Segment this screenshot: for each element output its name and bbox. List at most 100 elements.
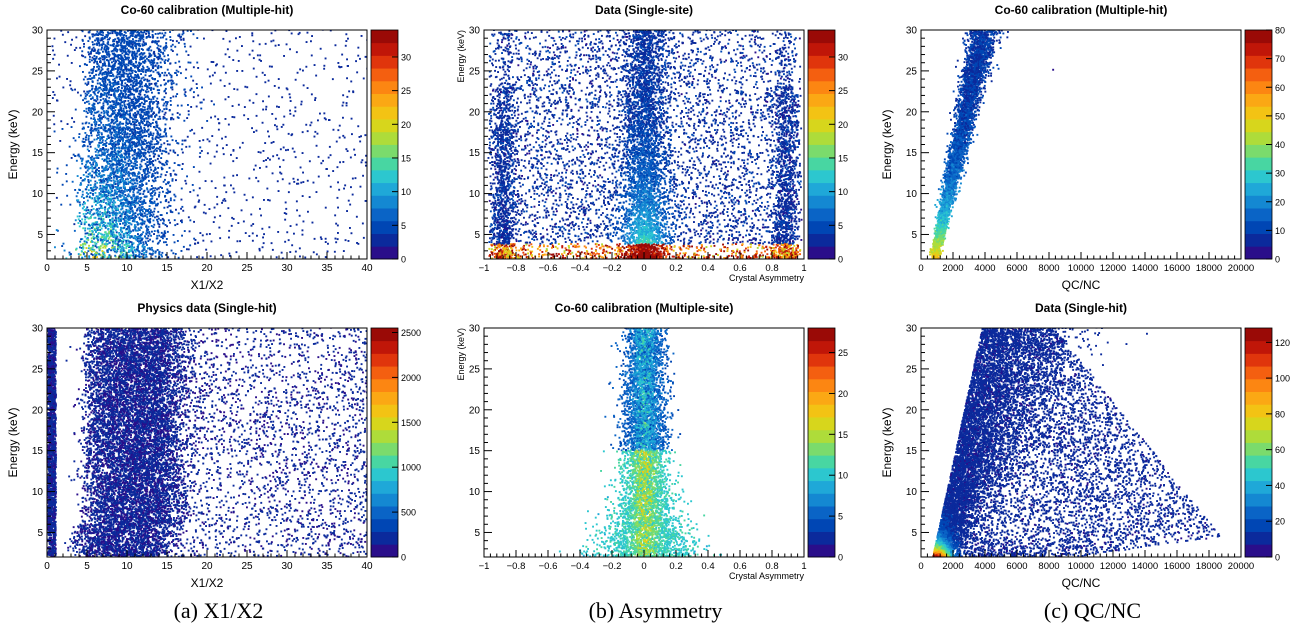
heatmap-cell (130, 66, 132, 69)
heatmap-cell (111, 246, 113, 249)
heatmap-cell (114, 205, 117, 208)
heatmap-cell (94, 244, 97, 246)
heatmap-cell (113, 131, 116, 134)
heatmap-points (51, 30, 367, 259)
heatmap-cell (142, 210, 144, 213)
heatmap-cell (165, 135, 168, 138)
heatmap-cell (156, 36, 159, 39)
heatmap-cell (163, 219, 165, 222)
heatmap-cell (118, 220, 120, 223)
heatmap-cell (156, 103, 159, 105)
heatmap-cell (150, 214, 152, 216)
heatmap-cell (223, 85, 226, 87)
heatmap-cell (143, 245, 146, 248)
heatmap-cell (147, 114, 150, 117)
heatmap-cell (306, 31, 309, 34)
heatmap-cell (255, 93, 258, 96)
heatmap-cell (153, 95, 156, 98)
heatmap-cell (108, 55, 111, 58)
heatmap-cell (125, 213, 128, 216)
heatmap-cell (92, 68, 95, 70)
heatmap-cell (267, 95, 270, 98)
heatmap-cell (121, 174, 124, 177)
heatmap-cell (120, 122, 123, 125)
heatmap-cell (137, 244, 140, 246)
heatmap-cell (131, 104, 134, 107)
heatmap-cell (99, 247, 102, 250)
heatmap-cell (137, 247, 139, 250)
heatmap-cell (138, 229, 141, 231)
heatmap-cell (124, 128, 127, 130)
plot-area (47, 30, 367, 259)
heatmap-cell (310, 40, 312, 43)
heatmap-cell (104, 208, 106, 211)
heatmap-cell (89, 143, 91, 146)
heatmap-cell (136, 195, 139, 198)
heatmap-cell (164, 45, 167, 48)
heatmap-cell (150, 185, 153, 187)
heatmap-cell (142, 148, 145, 151)
heatmap-cell (227, 96, 230, 98)
heatmap-cell (96, 237, 99, 240)
heatmap-cell (112, 242, 115, 245)
heatmap-cell (189, 191, 192, 193)
heatmap-cell (145, 173, 148, 176)
heatmap-cell (98, 246, 100, 249)
heatmap-cell (124, 130, 127, 133)
heatmap-cell (141, 121, 143, 123)
heatmap-cell (163, 102, 166, 105)
heatmap-cell (357, 54, 360, 57)
heatmap-cell (226, 48, 229, 51)
heatmap-cell (128, 254, 131, 257)
heatmap-cell (128, 202, 131, 205)
heatmap-cell (201, 126, 204, 129)
heatmap-cell (130, 196, 132, 199)
heatmap-cell (312, 181, 315, 184)
heatmap-cell (115, 166, 118, 169)
heatmap-cell (111, 206, 113, 209)
heatmap-cell (159, 55, 162, 58)
heatmap-cell (81, 238, 84, 240)
heatmap-cell (150, 157, 152, 160)
heatmap-cell (157, 147, 160, 150)
heatmap-cell (126, 202, 129, 205)
heatmap-cell (100, 218, 103, 221)
heatmap-cell (152, 180, 155, 183)
heatmap-cell (258, 58, 261, 61)
heatmap-cell (127, 30, 129, 32)
heatmap-cell (111, 217, 114, 220)
heatmap-cell (78, 225, 81, 228)
heatmap-cell (83, 221, 86, 224)
heatmap-cell (89, 107, 92, 110)
heatmap-cell (114, 106, 117, 108)
heatmap-cell (178, 113, 181, 116)
heatmap-cell (63, 249, 66, 252)
heatmap-cell (142, 142, 145, 145)
heatmap-cell (119, 105, 122, 107)
heatmap-cell (359, 140, 362, 143)
heatmap-cell (155, 82, 157, 85)
heatmap-cell (79, 240, 82, 243)
heatmap-cell (76, 200, 79, 203)
heatmap-cell (84, 56, 87, 59)
heatmap-cell (169, 73, 172, 76)
heatmap-cell (101, 72, 104, 75)
heatmap-cell (109, 186, 112, 189)
heatmap-cell (151, 174, 154, 177)
heatmap-cell (148, 52, 151, 55)
heatmap-cell (159, 161, 162, 164)
heatmap-cell (120, 168, 123, 171)
heatmap-cell (108, 224, 111, 227)
heatmap-cell (111, 218, 113, 221)
heatmap-cell (120, 150, 123, 152)
heatmap-cell (91, 174, 93, 177)
heatmap-cell (107, 234, 110, 237)
heatmap-cell (137, 240, 140, 243)
heatmap-cell (132, 191, 135, 193)
heatmap-cell (102, 148, 105, 151)
heatmap-cell (156, 136, 159, 139)
heatmap-cell (60, 120, 63, 123)
heatmap-cell (109, 235, 112, 237)
heatmap-cell (90, 124, 93, 126)
heatmap-cell (124, 158, 127, 161)
